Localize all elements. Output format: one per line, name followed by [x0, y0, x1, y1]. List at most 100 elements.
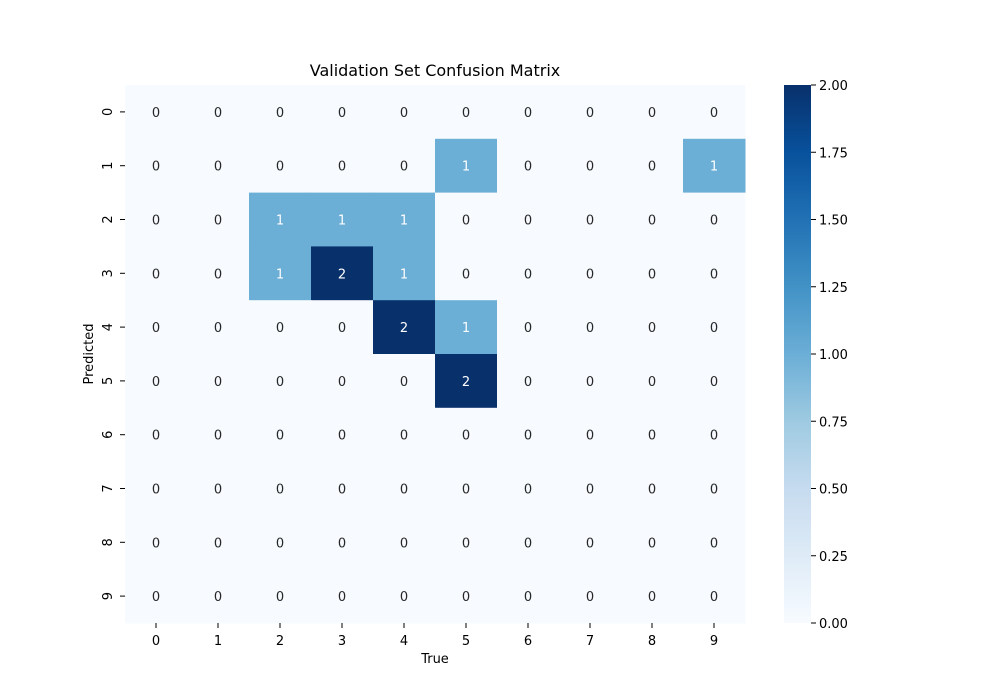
cell-value-label: 0 [710, 267, 718, 282]
cell-value-label: 0 [710, 536, 718, 551]
cell-value-label: 0 [710, 214, 718, 229]
cell-value-label: 1 [276, 267, 284, 282]
cell-value-label: 0 [648, 321, 656, 336]
cell-value-label: 0 [586, 160, 594, 175]
cell-value-label: 0 [462, 214, 470, 229]
heatmap-cell [621, 354, 684, 409]
cell-value-label: 0 [648, 375, 656, 390]
colorbar-tick-label: 0.25 [819, 550, 848, 565]
cell-value-label: 0 [524, 429, 532, 444]
colorbar-tick-label: 1.00 [819, 348, 848, 363]
heatmap-cell [249, 461, 312, 516]
cell-value-label: 0 [586, 590, 594, 605]
heatmap-cell [435, 407, 498, 463]
cell-value-label: 2 [400, 321, 408, 336]
cell-value-label: 0 [338, 375, 346, 390]
heatmap-cell [435, 192, 498, 247]
cell-value-label: 0 [710, 483, 718, 498]
cell-value-label: 0 [338, 321, 346, 336]
heatmap-cell [125, 246, 188, 301]
cell-value-label: 0 [276, 375, 284, 390]
cell-value-label: 0 [462, 267, 470, 282]
heatmap-cell [497, 407, 560, 463]
heatmap-cell [621, 300, 684, 355]
colorbar-tick-label: 1.75 [819, 146, 848, 161]
heatmap-cell [435, 85, 498, 140]
heatmap-cell [187, 461, 250, 516]
x-tick-label: 3 [338, 634, 346, 649]
heatmap-cell [125, 85, 188, 140]
heatmap-cell [621, 407, 684, 463]
y-tick-label: 9 [101, 592, 116, 600]
heatmap-cell [187, 300, 250, 355]
heatmap-cell [125, 461, 188, 516]
heatmap-cell [497, 515, 560, 570]
y-tick-label: 0 [101, 108, 116, 116]
cell-value-label: 0 [214, 590, 222, 605]
cell-value-label: 0 [152, 160, 160, 175]
heatmap-cell [311, 407, 374, 463]
heatmap-cell [559, 461, 622, 516]
y-tick-label: 2 [101, 215, 116, 223]
x-tick-label: 4 [400, 634, 408, 649]
cell-value-label: 0 [152, 106, 160, 121]
colorbar-ticks: 0.00 0.25 0.50 0.75 1.00 1.25 1.50 1.75 2.00 [811, 79, 848, 632]
cell-value-label: 0 [648, 106, 656, 121]
heatmap-cell [559, 85, 622, 140]
heatmap-cell [125, 138, 188, 194]
cell-value-label: 0 [338, 106, 346, 121]
heatmap-cell [311, 515, 374, 570]
cell-value-label: 0 [648, 267, 656, 282]
heatmap-cell [621, 192, 684, 247]
cell-value-label: 0 [586, 267, 594, 282]
heatmap-cell [373, 85, 436, 140]
heatmap-cell [683, 246, 746, 301]
x-axis-label: True [420, 652, 449, 667]
cell-value-label: 0 [338, 483, 346, 498]
cell-value-label: 0 [524, 160, 532, 175]
heatmap-cell [249, 407, 312, 463]
cell-value-label: 1 [400, 214, 408, 229]
heatmap-cell [621, 461, 684, 516]
heatmap-cell [621, 569, 684, 624]
heatmap-cell [187, 515, 250, 570]
heatmap-cell [683, 569, 746, 624]
cell-value-label: 0 [152, 375, 160, 390]
cell-value-label: 0 [586, 106, 594, 121]
heatmap-cell [621, 246, 684, 301]
heatmap-cells [125, 85, 746, 624]
heatmap-cell [435, 354, 498, 409]
cell-value-label: 1 [276, 214, 284, 229]
heatmap-cell [559, 354, 622, 409]
heatmap-cell [683, 354, 746, 409]
x-tick-label: 7 [586, 634, 594, 649]
colorbar-tick-label: 2.00 [819, 79, 848, 94]
cell-value-label: 0 [338, 160, 346, 175]
cell-value-label: 0 [462, 590, 470, 605]
heatmap-cell [559, 192, 622, 247]
y-tick-label: 7 [101, 484, 116, 492]
heatmap-cell [497, 85, 560, 140]
heatmap-cell [683, 300, 746, 355]
heatmap-cell [497, 461, 560, 516]
cell-value-label: 0 [276, 429, 284, 444]
heatmap-cell [435, 515, 498, 570]
x-tick-label: 1 [214, 634, 222, 649]
colorbar-tick-label: 0.50 [819, 483, 848, 498]
colorbar-tick-label: 1.25 [819, 281, 848, 296]
heatmap-cell [249, 569, 312, 624]
cell-value-label: 0 [214, 321, 222, 336]
heatmap-cell [249, 192, 312, 247]
cell-value-label: 0 [400, 375, 408, 390]
cell-value-label: 0 [338, 590, 346, 605]
cell-value-label: 0 [338, 429, 346, 444]
cell-value-label: 0 [524, 267, 532, 282]
cell-value-label: 0 [152, 214, 160, 229]
cell-value-label: 0 [214, 536, 222, 551]
heatmap-cell [187, 85, 250, 140]
cell-value-label: 0 [214, 267, 222, 282]
cell-value-label: 0 [524, 590, 532, 605]
heatmap-cell [311, 85, 374, 140]
heatmap-cell [683, 192, 746, 247]
cell-value-label: 0 [648, 160, 656, 175]
